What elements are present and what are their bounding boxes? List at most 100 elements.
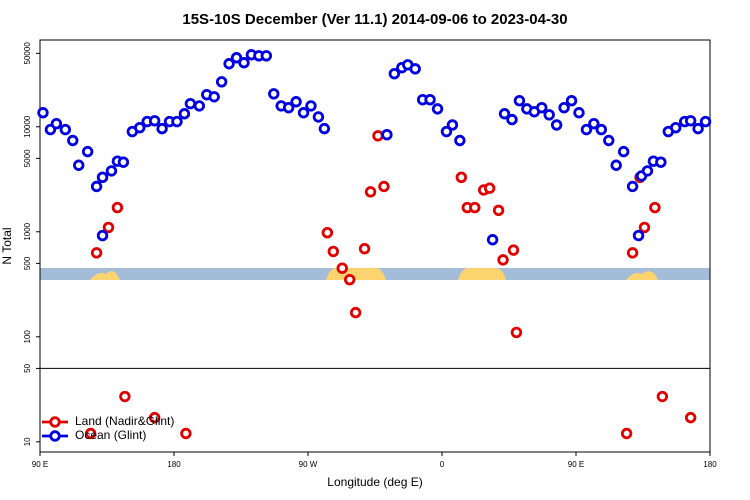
point bbox=[656, 390, 669, 403]
point bbox=[388, 68, 401, 80]
point bbox=[349, 306, 362, 319]
point bbox=[230, 52, 243, 64]
point bbox=[59, 123, 72, 136]
point bbox=[595, 123, 608, 136]
point bbox=[649, 201, 661, 214]
point bbox=[603, 134, 615, 147]
point bbox=[670, 121, 682, 134]
point bbox=[486, 234, 499, 246]
plot-frame bbox=[39, 39, 711, 453]
y-tick-label: 1000 bbox=[23, 222, 32, 240]
point bbox=[513, 95, 526, 107]
x-tick-label: 0 bbox=[440, 460, 445, 469]
point bbox=[96, 171, 109, 184]
point bbox=[336, 262, 348, 274]
y-tick-label: 100 bbox=[23, 330, 32, 344]
point bbox=[208, 91, 220, 103]
point bbox=[148, 115, 161, 127]
point bbox=[215, 76, 228, 88]
point bbox=[588, 117, 600, 130]
point bbox=[469, 201, 481, 214]
point bbox=[102, 221, 115, 234]
point bbox=[193, 100, 206, 112]
point bbox=[492, 204, 505, 217]
point bbox=[550, 119, 563, 131]
legend-marker bbox=[49, 416, 61, 428]
point bbox=[483, 182, 496, 194]
point bbox=[117, 156, 130, 168]
legend-label: Land (Nadir&Glint) bbox=[75, 414, 174, 428]
point bbox=[327, 245, 340, 258]
point bbox=[446, 119, 459, 131]
legend-marker bbox=[49, 430, 61, 442]
point bbox=[37, 107, 49, 119]
x-axis-label: Longitude (deg E) bbox=[327, 475, 422, 489]
y-tick-label: 50000 bbox=[23, 42, 32, 65]
point bbox=[268, 88, 280, 100]
point bbox=[565, 95, 578, 107]
point bbox=[290, 96, 302, 108]
point bbox=[507, 244, 520, 256]
y-tick-label: 10000 bbox=[23, 115, 32, 138]
point bbox=[610, 159, 622, 171]
x-tick-label: 180 bbox=[703, 460, 717, 469]
point bbox=[440, 125, 453, 138]
y-axis-label: N Total bbox=[0, 227, 14, 264]
point bbox=[260, 50, 273, 62]
point bbox=[684, 411, 697, 424]
point bbox=[67, 134, 79, 147]
point bbox=[573, 107, 585, 119]
point bbox=[134, 121, 146, 134]
point bbox=[297, 107, 310, 119]
point bbox=[684, 115, 697, 127]
y-tick-label: 500 bbox=[23, 256, 32, 270]
land-ocean-strip bbox=[40, 267, 710, 280]
point bbox=[580, 123, 593, 136]
point bbox=[536, 101, 548, 114]
point bbox=[409, 63, 421, 75]
x-tick-label: 180 bbox=[167, 460, 181, 469]
point bbox=[119, 390, 131, 403]
point bbox=[223, 58, 235, 70]
point bbox=[84, 427, 97, 440]
point bbox=[178, 108, 191, 120]
point bbox=[305, 100, 317, 112]
point bbox=[424, 93, 436, 106]
point bbox=[111, 201, 124, 214]
point bbox=[90, 180, 103, 193]
point bbox=[378, 180, 390, 193]
point bbox=[96, 229, 109, 242]
point bbox=[626, 180, 639, 193]
point bbox=[454, 134, 466, 147]
legend-label: Ocean (Glint) bbox=[75, 428, 146, 442]
x-tick-label: 90 E bbox=[32, 460, 48, 469]
x-tick-label: 90 E bbox=[568, 460, 584, 469]
point bbox=[641, 165, 654, 177]
point bbox=[238, 57, 250, 69]
point bbox=[343, 273, 356, 286]
point bbox=[510, 326, 523, 339]
point bbox=[180, 427, 192, 440]
point bbox=[73, 159, 85, 171]
point bbox=[638, 221, 651, 234]
chart-title: 15S-10S December (Ver 11.1) 2014-09-06 t… bbox=[182, 11, 567, 28]
point bbox=[318, 122, 331, 135]
point bbox=[381, 129, 393, 141]
point bbox=[81, 145, 94, 158]
point bbox=[692, 122, 704, 135]
point bbox=[497, 254, 509, 266]
point bbox=[90, 247, 103, 259]
point bbox=[184, 97, 197, 110]
point bbox=[50, 117, 63, 130]
point bbox=[617, 145, 630, 158]
point bbox=[321, 226, 334, 239]
point bbox=[364, 186, 377, 198]
point bbox=[148, 411, 161, 424]
point bbox=[632, 229, 645, 242]
point bbox=[498, 108, 511, 120]
point bbox=[543, 109, 555, 121]
point bbox=[431, 103, 444, 115]
y-tick-label: 5000 bbox=[23, 149, 32, 167]
point bbox=[358, 243, 371, 255]
